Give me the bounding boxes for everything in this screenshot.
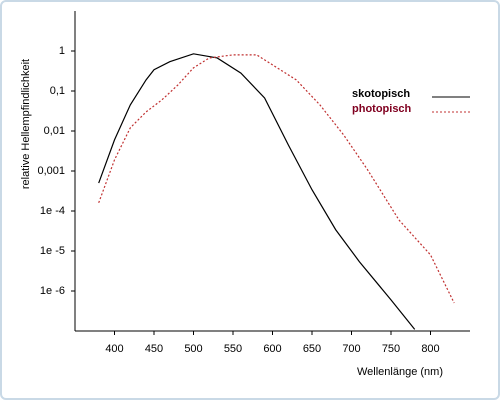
x-tick-label: 550 xyxy=(224,343,242,355)
y-tick-label: 1e -5 xyxy=(40,245,65,257)
legend-label: skotopisch xyxy=(352,88,410,100)
x-tick-label: 700 xyxy=(342,343,360,355)
y-tick-label: 0,001 xyxy=(37,165,65,177)
x-tick-label: 400 xyxy=(105,343,123,355)
line-series xyxy=(98,54,455,304)
x-axis-label: Wellenlänge (nm) xyxy=(357,366,443,378)
x-tick-label: 450 xyxy=(145,343,163,355)
line-series xyxy=(98,53,416,330)
x-tick-label: 650 xyxy=(303,343,321,355)
legend-label: photopisch xyxy=(352,103,412,115)
y-tick-label: 0,1 xyxy=(50,85,65,97)
y-tick-label: 0,01 xyxy=(44,125,65,137)
x-tick-label: 750 xyxy=(382,343,400,355)
y-tick-label: 1e -6 xyxy=(40,285,65,297)
x-tick-label: 600 xyxy=(263,343,281,355)
x-tick-label: 800 xyxy=(421,343,439,355)
y-axis-label: relative Hellempfindlichkeit xyxy=(20,59,32,189)
y-tick-label: 1 xyxy=(59,45,65,57)
y-tick-label: 1e -4 xyxy=(40,205,65,217)
x-tick-label: 500 xyxy=(184,343,202,355)
